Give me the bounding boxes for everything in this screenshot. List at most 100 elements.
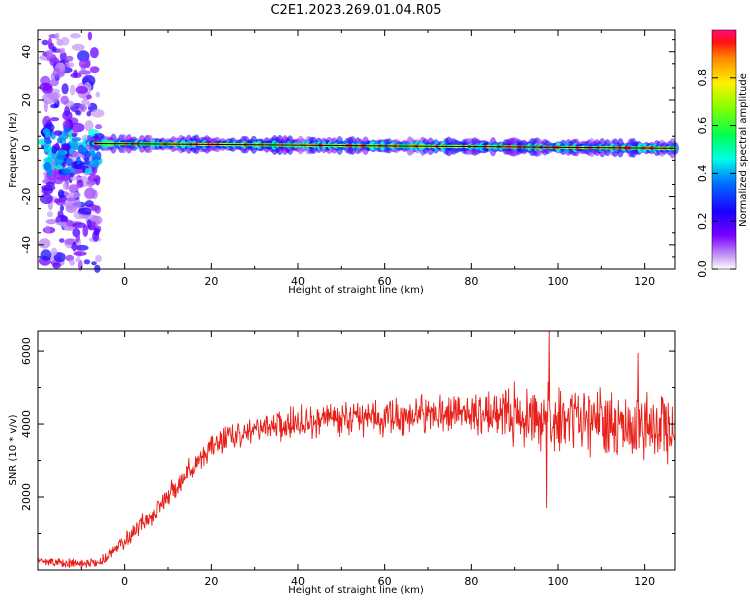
spectrogram-cell	[68, 184, 79, 193]
spectrogram-cell	[53, 252, 66, 263]
spectrogram-x-axis: 0 20 40 60 80 100 120	[80, 30, 655, 288]
spectrogram-cell	[69, 259, 75, 266]
spectrogram-cell	[86, 101, 91, 108]
x-tick-label: 60	[378, 275, 392, 288]
spectrogram-cell	[82, 213, 89, 220]
spectrogram-cell	[75, 232, 80, 243]
carrier-line-layer	[94, 142, 676, 149]
spectrogram-cell	[90, 150, 96, 158]
spectrogram-cell	[63, 126, 72, 132]
spectrogram-cell	[77, 50, 90, 62]
y-tick-label: 6000	[20, 337, 33, 365]
x-tick-label: 0	[121, 275, 128, 288]
snr-x-label: Height of straight line (km)	[288, 585, 424, 596]
spectrogram-cell	[52, 262, 61, 269]
x-tick-label: 120	[634, 575, 655, 588]
spectrogram-cell	[95, 255, 102, 263]
spectrogram-cell	[89, 66, 100, 74]
spectrogram-cell	[50, 247, 58, 256]
spectrogram-cell	[67, 191, 81, 199]
spectrogram-cell	[42, 84, 53, 95]
spectrogram-cell	[87, 31, 93, 41]
spectrogram-cell	[71, 133, 78, 138]
y-tick-label: -40	[20, 236, 33, 254]
colorbar-tick-label: 0.4	[696, 165, 709, 183]
spectrogram-cell	[46, 49, 53, 56]
spectrogram-cell	[71, 137, 82, 142]
spectrogram-cell	[70, 33, 81, 39]
colorbar: 0.0 0.2 0.4 0.6 0.8 Normalized spectral ampl…	[696, 29, 749, 278]
x-tick-label: 40	[291, 275, 305, 288]
spectrogram-cell	[68, 130, 74, 140]
spectrogram-cell	[82, 225, 89, 237]
spectrogram-cell	[91, 109, 105, 118]
spectrogram-cell	[57, 189, 65, 199]
spectrogram-cell	[70, 84, 76, 96]
spectrogram-cell	[72, 43, 85, 51]
spectrogram-cell	[43, 139, 53, 145]
spectrogram-cell	[73, 69, 78, 78]
spectrogram-cell	[84, 120, 94, 132]
spectrogram-cell	[52, 46, 57, 52]
spectrogram-cell	[84, 167, 92, 175]
x-tick-label: 100	[548, 575, 569, 588]
spectrogram-cell	[53, 198, 62, 204]
spectrogram-cell	[61, 83, 69, 95]
snr-line	[37, 330, 675, 569]
spectrogram-cell	[59, 51, 67, 62]
colorbar-tick-label: 0.6	[696, 117, 709, 135]
spectrogram-cell	[42, 186, 54, 195]
spectrogram-cell	[62, 182, 68, 190]
spectrogram-cell	[65, 55, 74, 62]
x-tick-label: 120	[634, 275, 655, 288]
x-tick-label: 80	[464, 575, 478, 588]
spectrogram-cell	[61, 168, 72, 175]
colorbar-tick-label: 0.0	[696, 260, 709, 278]
snr-x-axis: 0 20 40 60 80 100 120	[80, 331, 655, 588]
y-tick-label: -20	[20, 188, 33, 206]
colorbar-label: Normalized spectral amplitude	[738, 73, 749, 227]
spectrogram-cell	[65, 204, 78, 213]
spectrogram-cell	[55, 32, 60, 41]
spectrogram-cell	[57, 150, 66, 160]
spectrogram-cell	[59, 238, 65, 243]
spectrogram-cell	[65, 158, 73, 167]
spectrogram-cell	[69, 142, 79, 151]
spectrogram-cell	[71, 122, 85, 133]
snr-plot-area	[38, 331, 675, 570]
spectrogram-cell	[68, 62, 75, 68]
spectrogram-cell	[38, 238, 51, 249]
y-tick-label: 40	[20, 45, 33, 59]
spectrogram-cell	[83, 150, 91, 159]
spectrogram-cell	[77, 207, 92, 215]
spectrogram-cell	[44, 132, 51, 138]
spectrogram-cell	[68, 148, 74, 155]
spectrogram-cell	[84, 187, 96, 199]
colorbar-tick-label: 0.2	[696, 212, 709, 230]
spectrogram-cell	[50, 117, 60, 122]
y-tick-label: 20	[20, 93, 33, 107]
spectrogram-cell	[86, 94, 92, 100]
spectrogram-cell	[60, 36, 70, 46]
spectrogram-cell	[59, 204, 65, 212]
x-tick-label: 80	[464, 275, 478, 288]
spectrogram-cell	[83, 259, 91, 265]
snr-frame	[37, 330, 676, 571]
snr-series	[37, 330, 675, 569]
spectrogram-cell	[42, 92, 55, 105]
spectrogram-cell	[39, 193, 53, 204]
y-tick-label: 2000	[20, 483, 33, 511]
colorbar-tick-label: 0.8	[696, 69, 709, 87]
spectrogram-cell	[55, 221, 70, 226]
spectrogram-cell	[72, 222, 86, 229]
spectrogram-cell	[73, 160, 85, 170]
x-tick-label: 20	[204, 575, 218, 588]
spectrogram-cell	[60, 95, 69, 105]
spectrogram-panel: 0 20 40 60 80 100 120 -40 -20 0 20 40 Height of st…	[8, 29, 679, 296]
spectrogram-cell	[49, 57, 60, 63]
spectrogram-cell	[58, 62, 65, 73]
spectrogram-cell	[95, 124, 103, 130]
snr-y-label: SNR (10 * v/v)	[8, 414, 19, 485]
spectrogram-cell	[49, 79, 59, 87]
